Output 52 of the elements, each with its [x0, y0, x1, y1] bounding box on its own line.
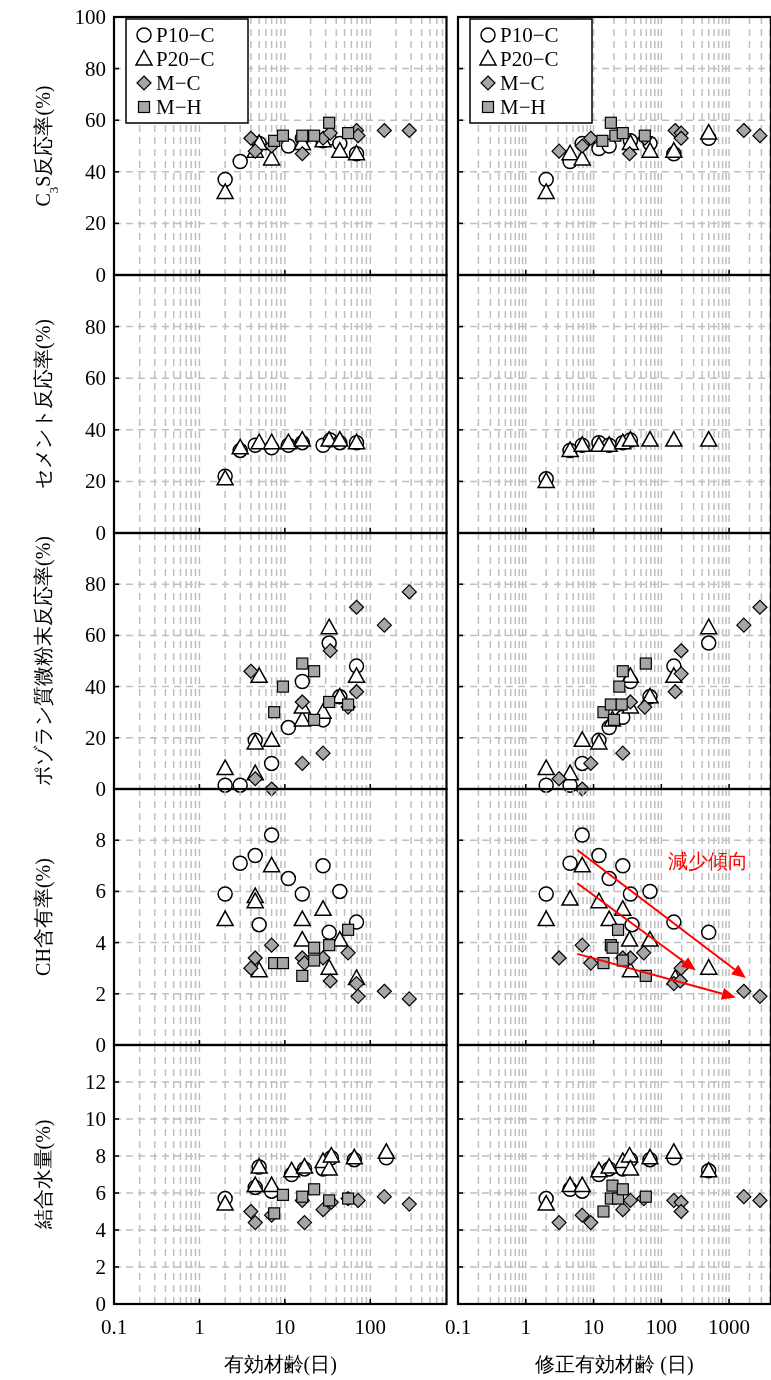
y-tick-label: 20	[85, 469, 106, 494]
x-axis-title: 有効材齢(日)	[223, 1353, 337, 1376]
y-tick-label: 40	[85, 674, 106, 699]
x-tick-label: 100	[354, 1315, 387, 1339]
y-tick-label: 80	[85, 572, 106, 597]
annotation: 減少傾向	[668, 850, 749, 873]
legend-label: P20−C	[156, 47, 215, 71]
y-tick-label: 12	[85, 1070, 106, 1094]
y-tick-label: 0	[95, 1292, 106, 1316]
x-tick-label: 100	[645, 1315, 678, 1339]
y-axis-title: セメント反応率(%)	[32, 319, 55, 489]
y-tick-label: 6	[95, 1181, 106, 1205]
y-tick-label: 2	[95, 981, 106, 1006]
x-tick-label: 0.1	[100, 1315, 128, 1339]
x-tick-label: 10	[274, 1315, 296, 1339]
y-tick-label: 40	[85, 417, 106, 442]
y-tick-label: 0	[95, 521, 106, 545]
y-tick-label: 8	[95, 1144, 106, 1168]
y-tick-label: 4	[95, 930, 107, 955]
x-tick-label: 1	[194, 1315, 205, 1339]
legend-label: P10−C	[156, 23, 215, 47]
y-tick-label: 6	[95, 879, 106, 904]
legend-label: M−C	[500, 71, 545, 95]
y-tick-label: 4	[95, 1218, 107, 1242]
y-tick-label: 60	[85, 108, 106, 133]
x-axis-title: 修正有効材齢 (日)	[535, 1353, 694, 1376]
y-tick-label: 0	[95, 1033, 106, 1057]
legend-label: M−C	[156, 71, 201, 95]
y-tick-label: 2	[95, 1255, 106, 1279]
x-tick-label: 0.1	[444, 1315, 472, 1339]
y-tick-label: 20	[85, 725, 106, 750]
y-axis-title: 結合水量(%)	[32, 1119, 55, 1231]
legend-label: P20−C	[500, 47, 559, 71]
y-tick-label: 80	[85, 56, 106, 81]
y-tick-label: 8	[95, 828, 106, 853]
y-tick-label: 40	[85, 159, 106, 184]
y-tick-label: 20	[85, 211, 106, 236]
legend-label: P10−C	[500, 23, 559, 47]
y-tick-label: 60	[85, 366, 106, 391]
y-tick-label: 60	[85, 623, 106, 648]
y-tick-label: 10	[85, 1107, 106, 1131]
x-tick-label: 1000	[708, 1315, 751, 1339]
y-tick-label: 0	[95, 263, 106, 287]
y-tick-label: 80	[85, 314, 106, 339]
y-axis-title: CH含有率(%)	[32, 858, 55, 976]
legend-label: M−H	[500, 95, 546, 119]
y-tick-label: 100	[74, 5, 106, 29]
x-tick-label: 10	[583, 1315, 605, 1339]
legend-label: M−H	[156, 95, 202, 119]
y-tick-label: 0	[95, 777, 106, 801]
x-tick-label: 1	[520, 1315, 532, 1339]
y-axis-title: ポゾラン質微粉末反応率(%)	[32, 536, 55, 786]
